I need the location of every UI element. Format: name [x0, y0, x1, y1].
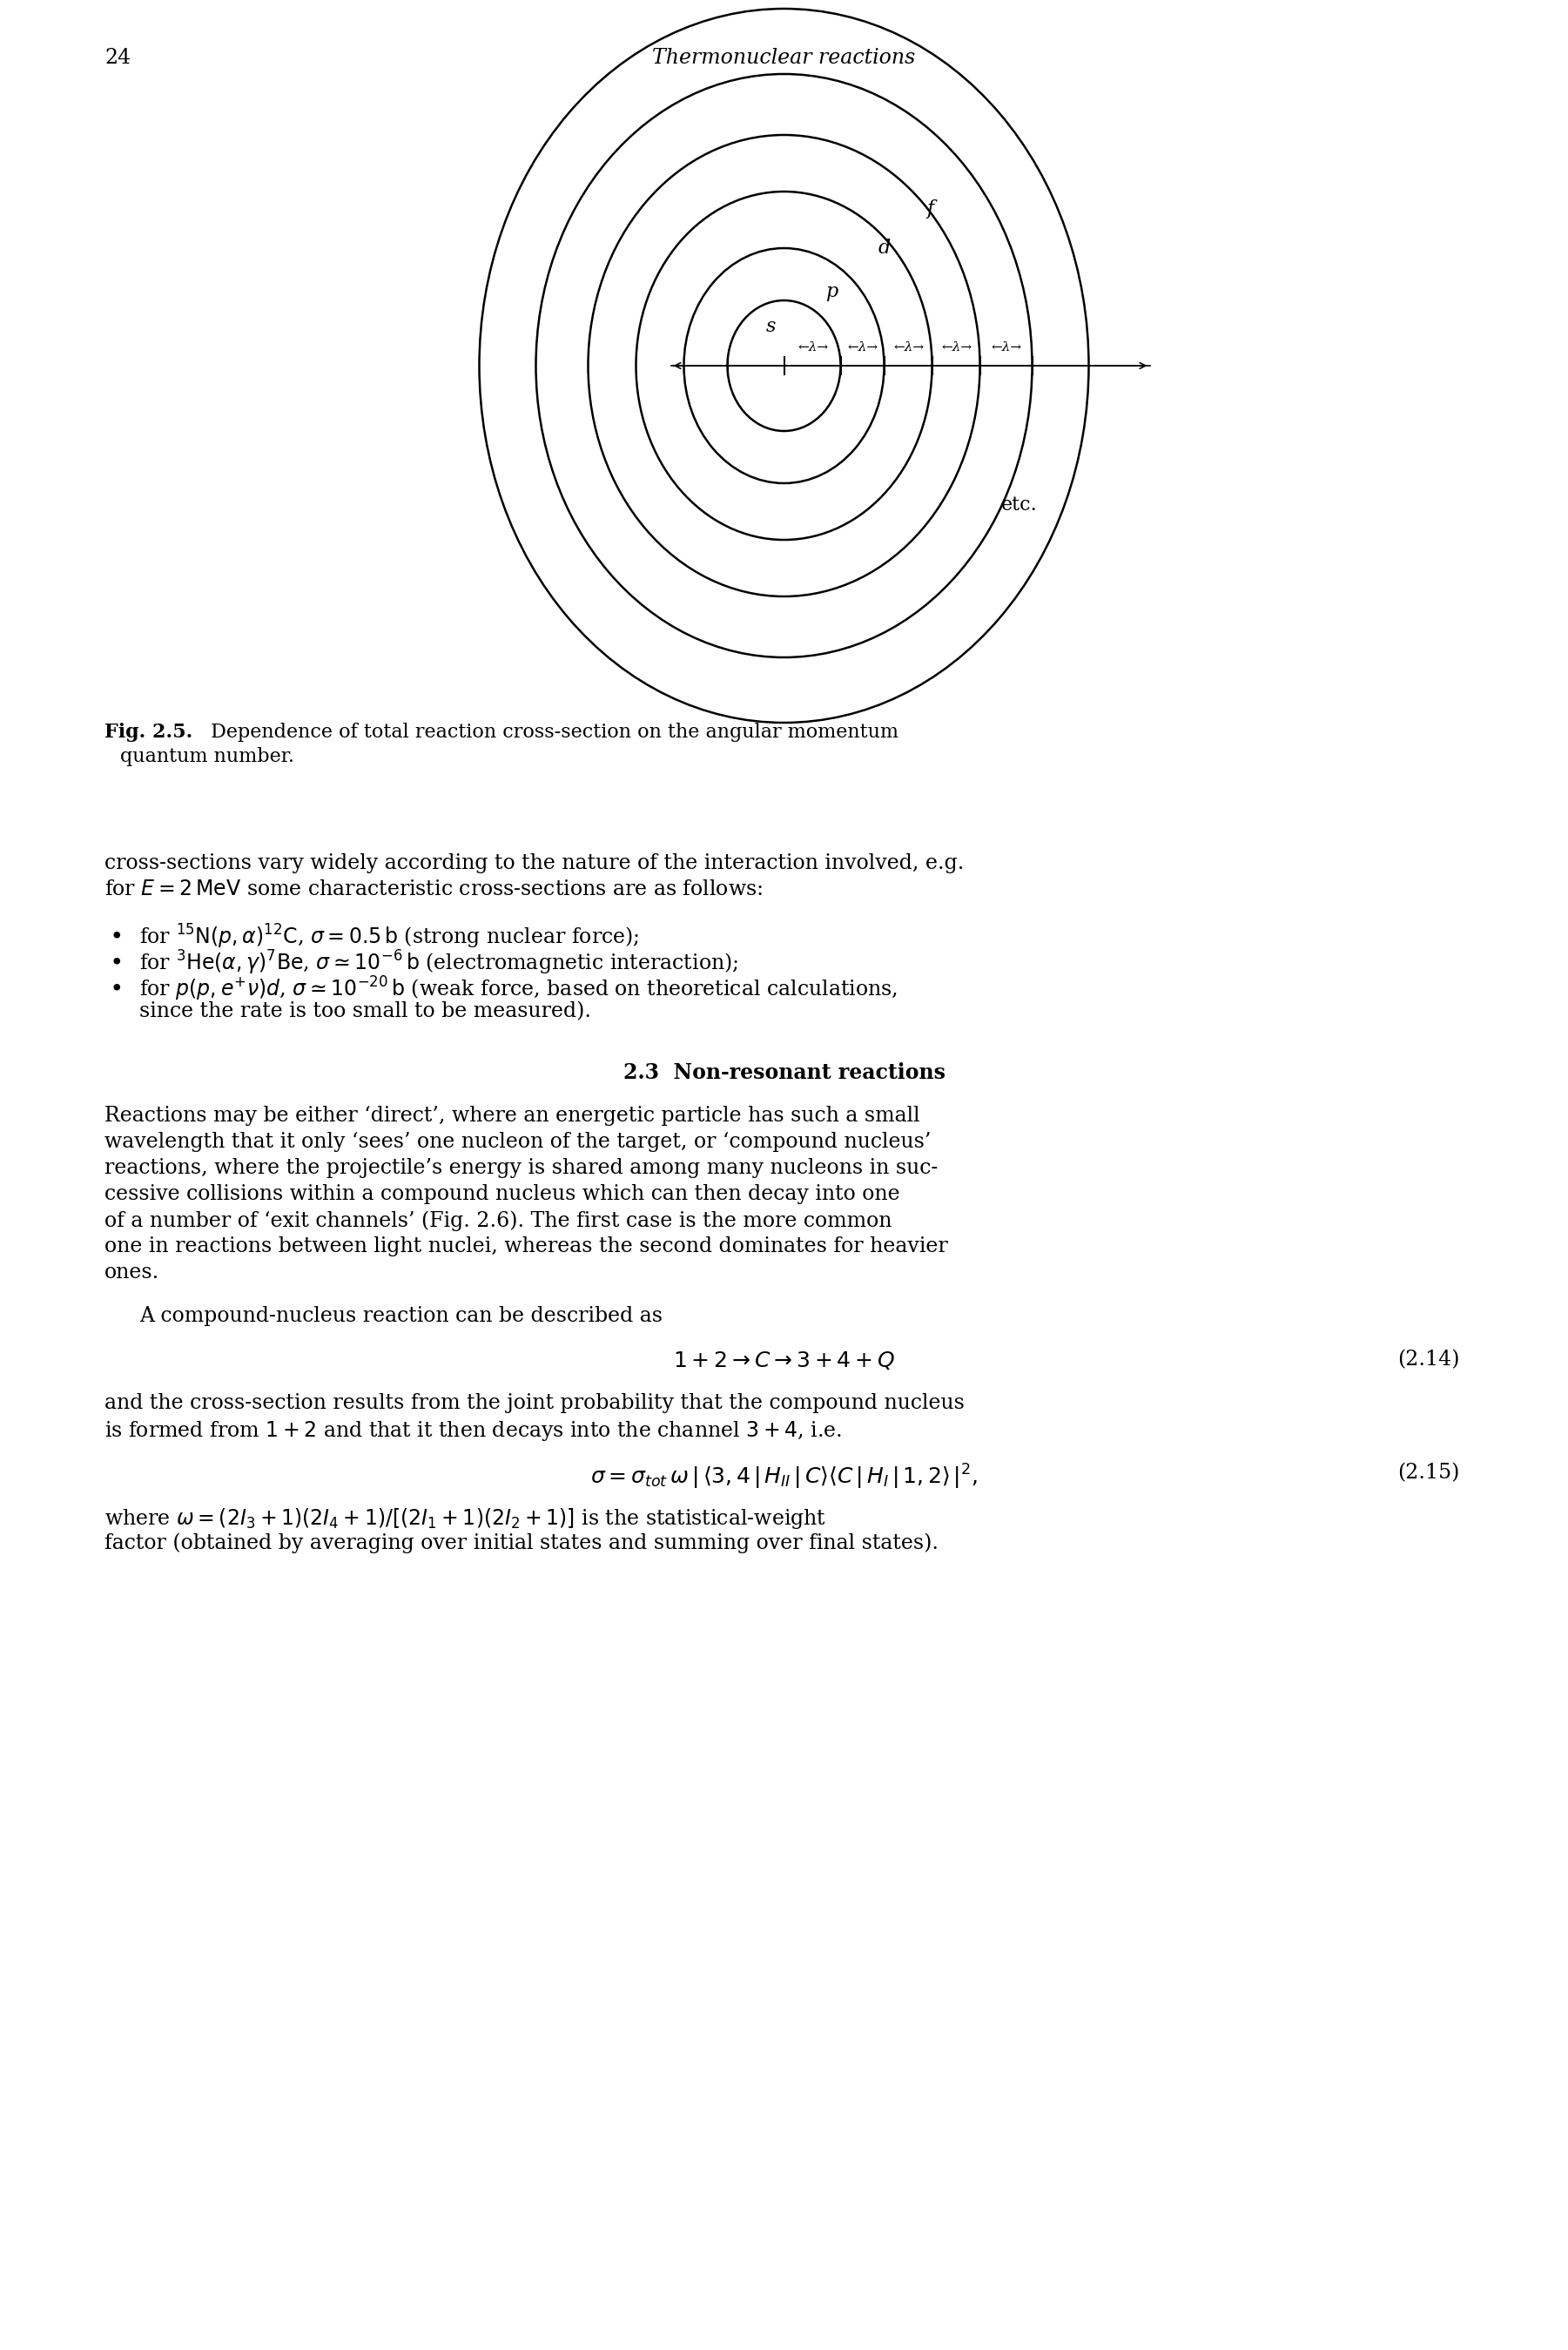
Text: reactions, where the projectile’s energy is shared among many nucleons in suc-: reactions, where the projectile’s energy…: [105, 1159, 938, 1177]
Text: one in reactions between light nuclei, whereas the second dominates for heavier: one in reactions between light nuclei, w…: [105, 1236, 949, 1257]
Text: Dependence of total reaction cross-section on the angular momentum: Dependence of total reaction cross-secti…: [204, 724, 898, 743]
Text: etc.: etc.: [1000, 496, 1038, 515]
Text: 24: 24: [105, 47, 130, 68]
Text: (2.14): (2.14): [1397, 1349, 1460, 1370]
Text: and the cross-section results from the joint probability that the compound nucle: and the cross-section results from the j…: [105, 1394, 964, 1412]
Text: d: d: [878, 240, 891, 259]
Text: Fig. 2.5.: Fig. 2.5.: [105, 724, 193, 743]
Text: ←λ→: ←λ→: [941, 341, 972, 352]
Text: cross-sections vary widely according to the nature of the interaction involved, : cross-sections vary widely according to …: [105, 853, 964, 874]
Text: (2.15): (2.15): [1397, 1462, 1460, 1483]
Text: s: s: [767, 317, 776, 336]
Text: ←λ→: ←λ→: [991, 341, 1021, 352]
Text: f: f: [927, 200, 935, 219]
Text: for $E = 2\,\mathrm{MeV}$ some characteristic cross-sections are as follows:: for $E = 2\,\mathrm{MeV}$ some character…: [105, 879, 762, 900]
Text: since the rate is too small to be measured).: since the rate is too small to be measur…: [140, 1001, 591, 1022]
Text: for ${}^{3}\mathrm{He}(\alpha, \gamma){}^{7}\mathrm{Be}$, $\sigma \simeq 10^{-6}: for ${}^{3}\mathrm{He}(\alpha, \gamma){}…: [140, 949, 739, 978]
Text: A compound-nucleus reaction can be described as: A compound-nucleus reaction can be descr…: [140, 1307, 663, 1325]
Text: $\bullet$: $\bullet$: [108, 924, 121, 945]
Text: ←λ→: ←λ→: [894, 341, 924, 352]
Text: cessive collisions within a compound nucleus which can then decay into one: cessive collisions within a compound nuc…: [105, 1184, 900, 1203]
Text: ←λ→: ←λ→: [798, 341, 828, 352]
Text: $\sigma = \sigma_{tot}\,\omega\,|\,\langle 3, 4\,|\,H_{II}\,|\,C\rangle\langle C: $\sigma = \sigma_{tot}\,\omega\,|\,\lang…: [590, 1462, 978, 1492]
Text: ←λ→: ←λ→: [847, 341, 878, 352]
Text: wavelength that it only ‘sees’ one nucleon of the target, or ‘compound nucleus’: wavelength that it only ‘sees’ one nucle…: [105, 1133, 931, 1152]
Text: is formed from $1 + 2$ and that it then decays into the channel $3 + 4$, i.e.: is formed from $1 + 2$ and that it then …: [105, 1419, 842, 1443]
Text: for $p(p, e^{+}\nu)d$, $\sigma \simeq 10^{-20}\,\mathrm{b}$ (weak force, based o: for $p(p, e^{+}\nu)d$, $\sigma \simeq 10…: [140, 975, 898, 1003]
Text: $\bullet$: $\bullet$: [108, 975, 121, 996]
Text: quantum number.: quantum number.: [121, 747, 295, 766]
Text: ones.: ones.: [105, 1262, 160, 1283]
Text: Reactions may be either ‘direct’, where an energetic particle has such a small: Reactions may be either ‘direct’, where …: [105, 1107, 920, 1126]
Text: p: p: [826, 282, 837, 301]
Text: 2.3  Non-resonant reactions: 2.3 Non-resonant reactions: [622, 1062, 946, 1083]
Text: of a number of ‘exit channels’ (Fig. 2.6). The first case is the more common: of a number of ‘exit channels’ (Fig. 2.6…: [105, 1210, 892, 1231]
Text: $1 + 2 \rightarrow C \rightarrow 3 + 4 + Q$: $1 + 2 \rightarrow C \rightarrow 3 + 4 +…: [673, 1349, 895, 1372]
Text: factor (obtained by averaging over initial states and summing over final states): factor (obtained by averaging over initi…: [105, 1532, 939, 1553]
Text: where $\omega = (2I_3 + 1)(2I_4 + 1)/[(2I_1 + 1)(2I_2 + 1)]$ is the statistical-: where $\omega = (2I_3 + 1)(2I_4 + 1)/[(2…: [105, 1506, 826, 1530]
Text: for ${}^{15}\mathrm{N}(p, \alpha){}^{12}\mathrm{C}$, $\sigma = 0.5\,\mathrm{b}$ : for ${}^{15}\mathrm{N}(p, \alpha){}^{12}…: [140, 924, 640, 952]
Text: Thermonuclear reactions: Thermonuclear reactions: [652, 47, 916, 68]
Text: $\bullet$: $\bullet$: [108, 949, 121, 971]
